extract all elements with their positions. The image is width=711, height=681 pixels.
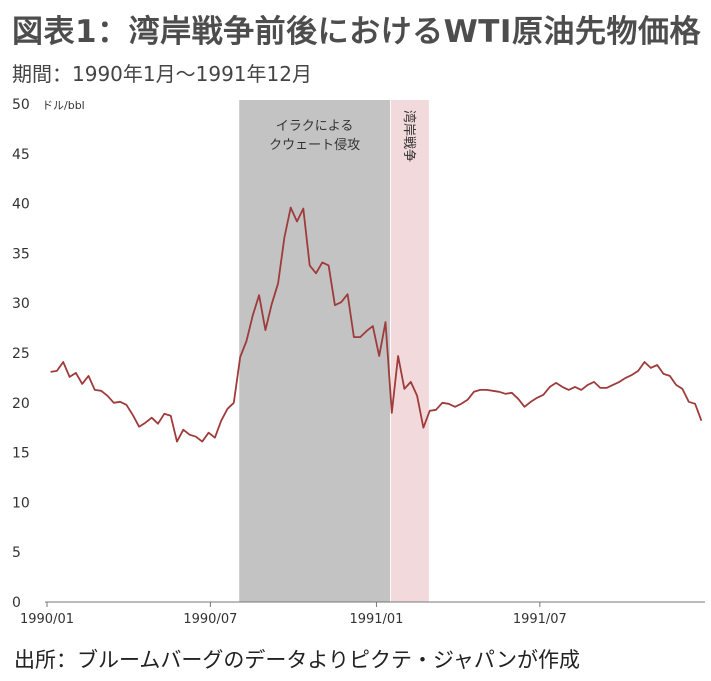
y-tick-label: 15 bbox=[12, 446, 30, 462]
series-line-group bbox=[50, 206, 703, 443]
x-tick-label: 1990/01 bbox=[20, 612, 74, 627]
y-unit-label: ドル/bbl bbox=[42, 99, 85, 112]
y-tick-label: 10 bbox=[12, 495, 30, 511]
y-tick-label: 40 bbox=[12, 197, 30, 213]
source-note: 出所：ブルームバーグのデータよりピクテ・ジャパンが作成 bbox=[14, 648, 580, 672]
event-bands: イラクによるクウェート侵攻 湾岸戦争 bbox=[239, 100, 429, 602]
x-tick-label: 1991/01 bbox=[349, 612, 403, 627]
x-axis: 1990/01 1990/07 1991/01 1991/07 bbox=[20, 601, 705, 627]
y-axis: 0 5 10 15 20 25 30 35 40 45 50 bbox=[12, 97, 30, 611]
period-subtitle: 期間：1990年1月～1991年12月 bbox=[12, 62, 312, 86]
y-tick-label: 5 bbox=[12, 545, 21, 561]
y-tick-label: 35 bbox=[12, 246, 30, 262]
y-tick-label: 50 bbox=[12, 97, 30, 113]
event-label-line: イラクによる bbox=[276, 119, 354, 134]
event-label-line: クウェート侵攻 bbox=[269, 137, 360, 153]
wti-price-line bbox=[50, 206, 703, 443]
event-band-2 bbox=[390, 100, 429, 602]
event-label-2: 湾岸戦争 bbox=[401, 110, 417, 162]
event-band-1 bbox=[239, 100, 390, 602]
event-label-1: イラクによるクウェート侵攻 bbox=[269, 119, 360, 153]
y-tick-label: 20 bbox=[12, 396, 30, 412]
y-tick-label: 0 bbox=[12, 595, 21, 611]
x-tick-label: 1990/07 bbox=[183, 612, 237, 627]
y-tick-label: 30 bbox=[12, 296, 30, 312]
y-tick-label: 45 bbox=[12, 147, 30, 163]
wti-price-chart: イラクによるクウェート侵攻 湾岸戦争 0 5 10 15 20 25 30 35 40 45 50 1… bbox=[12, 97, 705, 627]
y-tick-label: 25 bbox=[12, 346, 30, 362]
page-title: 図表1：湾岸戦争前後におけるWTI原油先物価格 bbox=[12, 14, 701, 50]
x-tick-label: 1991/07 bbox=[513, 612, 567, 627]
